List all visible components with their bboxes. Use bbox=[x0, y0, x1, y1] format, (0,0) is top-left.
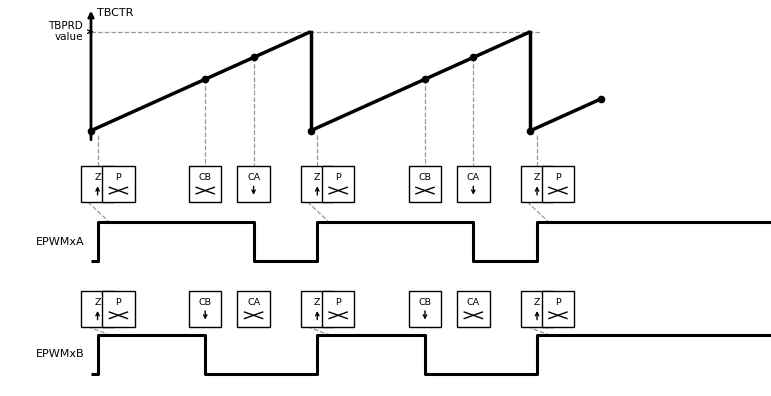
Text: CB: CB bbox=[419, 173, 432, 182]
Text: EPWMxA: EPWMxA bbox=[36, 236, 85, 247]
Bar bbox=[189, 166, 221, 202]
Text: P: P bbox=[116, 298, 121, 307]
Text: CA: CA bbox=[466, 298, 480, 307]
Text: Z: Z bbox=[94, 298, 101, 307]
Text: P: P bbox=[116, 173, 121, 182]
Text: Z: Z bbox=[314, 173, 321, 182]
Text: TBCTR: TBCTR bbox=[97, 8, 133, 18]
Text: CA: CA bbox=[247, 298, 260, 307]
Bar bbox=[237, 291, 270, 327]
Text: P: P bbox=[555, 173, 561, 182]
Text: CA: CA bbox=[466, 173, 480, 182]
Text: CB: CB bbox=[199, 298, 212, 307]
Text: Z: Z bbox=[534, 298, 540, 307]
Text: Z: Z bbox=[314, 298, 321, 307]
Bar bbox=[301, 166, 334, 202]
Text: P: P bbox=[335, 173, 341, 182]
Bar bbox=[521, 166, 554, 202]
Text: CB: CB bbox=[199, 173, 212, 182]
Bar bbox=[409, 166, 441, 202]
Bar bbox=[82, 166, 114, 202]
Text: P: P bbox=[335, 298, 341, 307]
Text: Z: Z bbox=[534, 173, 540, 182]
Text: P: P bbox=[555, 298, 561, 307]
Bar bbox=[82, 291, 114, 327]
Bar bbox=[301, 291, 334, 327]
Bar bbox=[103, 166, 135, 202]
Bar bbox=[322, 166, 355, 202]
Bar bbox=[103, 291, 135, 327]
Bar bbox=[457, 166, 490, 202]
Bar bbox=[409, 291, 441, 327]
Bar bbox=[542, 166, 574, 202]
Text: EPWMxB: EPWMxB bbox=[36, 349, 85, 360]
Bar bbox=[322, 291, 355, 327]
Text: CB: CB bbox=[419, 298, 432, 307]
Bar bbox=[237, 166, 270, 202]
Bar bbox=[521, 291, 554, 327]
Bar bbox=[189, 291, 221, 327]
Text: CA: CA bbox=[247, 173, 260, 182]
Bar bbox=[457, 291, 490, 327]
Bar bbox=[542, 291, 574, 327]
Text: Z: Z bbox=[94, 173, 101, 182]
Text: TBPRD
value: TBPRD value bbox=[49, 21, 83, 42]
